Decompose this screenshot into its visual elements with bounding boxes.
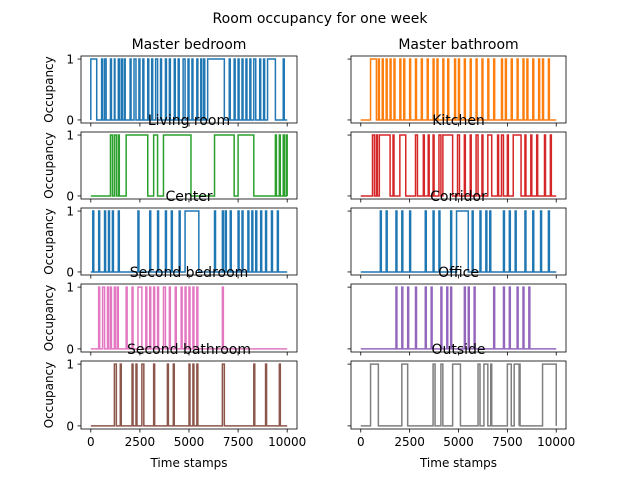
- y-tick-label: 1: [66, 129, 74, 143]
- x-tick-label: 5000: [443, 435, 474, 449]
- y-tick-label: 0: [66, 419, 74, 433]
- y-tick-label: 1: [66, 205, 74, 219]
- y-axis-label: Occupancy: [42, 362, 56, 429]
- series-line-second-bathroom: [90, 363, 288, 427]
- y-tick-label: 0: [66, 342, 74, 356]
- series-line-second-bedroom: [90, 286, 288, 350]
- series-line-living-room: [90, 134, 288, 197]
- panel-title-corridor: Corridor: [430, 189, 487, 205]
- series-line-outside: [360, 363, 557, 427]
- y-axis-label: Occupancy: [42, 208, 56, 275]
- panel-title-second-bedroom: Second bedroom: [130, 265, 249, 281]
- y-tick-label: 0: [66, 265, 74, 279]
- y-tick-label: 1: [66, 53, 74, 67]
- panel-title-outside: Outside: [431, 342, 485, 358]
- x-tick-label: 5000: [174, 435, 205, 449]
- panel-frame-outside: [350, 360, 567, 430]
- x-tick-label: 0: [87, 435, 95, 449]
- x-tick-label: 7500: [223, 435, 254, 449]
- y-tick-label: 0: [66, 113, 74, 127]
- x-axis-label: Time stamps: [419, 456, 497, 470]
- panels-group: 0 1 Master bedroom Occupancy Master bathroom…: [42, 37, 575, 470]
- x-tick-label: 2500: [125, 435, 156, 449]
- x-tick-label: 0: [357, 435, 365, 449]
- panel-title-master-bathroom: Master bathroom: [398, 37, 518, 53]
- series-line-corridor: [360, 210, 557, 273]
- x-axis-label: Time stamps: [149, 456, 227, 470]
- panel-title-office: Office: [438, 265, 479, 281]
- y-tick-label: 1: [66, 358, 74, 372]
- series-line-master-bathroom: [360, 58, 557, 121]
- panel-title-master-bedroom: Master bedroom: [132, 37, 247, 53]
- panel-title-kitchen: Kitchen: [432, 113, 485, 129]
- x-tick-label: 10000: [268, 435, 306, 449]
- panel-title-center: Center: [165, 189, 212, 205]
- y-axis-label: Occupancy: [42, 56, 56, 123]
- y-tick-label: 0: [66, 189, 74, 203]
- series-line-kitchen: [360, 134, 557, 197]
- y-axis-label: Occupancy: [42, 285, 56, 352]
- series-line-master-bedroom: [90, 58, 288, 121]
- x-tick-label: 7500: [492, 435, 523, 449]
- panel-title-second-bathroom: Second bathroom: [127, 342, 251, 358]
- x-tick-label: 10000: [537, 435, 575, 449]
- panel-title-living-room: Living room: [148, 113, 230, 129]
- figure-title: Room occupancy for one week: [213, 11, 429, 27]
- series-line-center: [90, 210, 288, 273]
- y-axis-label: Occupancy: [42, 132, 56, 199]
- y-tick-label: 1: [66, 281, 74, 295]
- x-tick-label: 2500: [394, 435, 425, 449]
- series-line-office: [360, 286, 557, 350]
